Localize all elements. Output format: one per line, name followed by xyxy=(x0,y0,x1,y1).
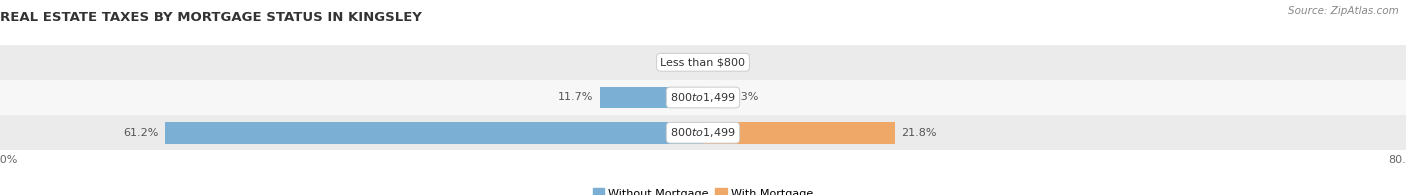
Text: Source: ZipAtlas.com: Source: ZipAtlas.com xyxy=(1288,6,1399,16)
Text: REAL ESTATE TAXES BY MORTGAGE STATUS IN KINGSLEY: REAL ESTATE TAXES BY MORTGAGE STATUS IN … xyxy=(0,11,422,24)
Text: 0.0%: 0.0% xyxy=(710,57,738,67)
Bar xyxy=(0,45,1406,80)
Bar xyxy=(0,115,1406,150)
Text: $800 to $1,499: $800 to $1,499 xyxy=(671,126,735,139)
Text: Less than $800: Less than $800 xyxy=(661,57,745,67)
Text: 11.7%: 11.7% xyxy=(558,92,593,103)
Text: $800 to $1,499: $800 to $1,499 xyxy=(671,91,735,104)
Text: 61.2%: 61.2% xyxy=(122,128,159,138)
Bar xyxy=(703,122,894,144)
Text: 0.0%: 0.0% xyxy=(668,57,696,67)
Bar xyxy=(600,87,703,108)
Bar xyxy=(703,87,723,108)
Text: 2.3%: 2.3% xyxy=(730,92,759,103)
Bar xyxy=(0,80,1406,115)
Text: 21.8%: 21.8% xyxy=(901,128,936,138)
Bar xyxy=(166,122,703,144)
Legend: Without Mortgage, With Mortgage: Without Mortgage, With Mortgage xyxy=(588,184,818,195)
